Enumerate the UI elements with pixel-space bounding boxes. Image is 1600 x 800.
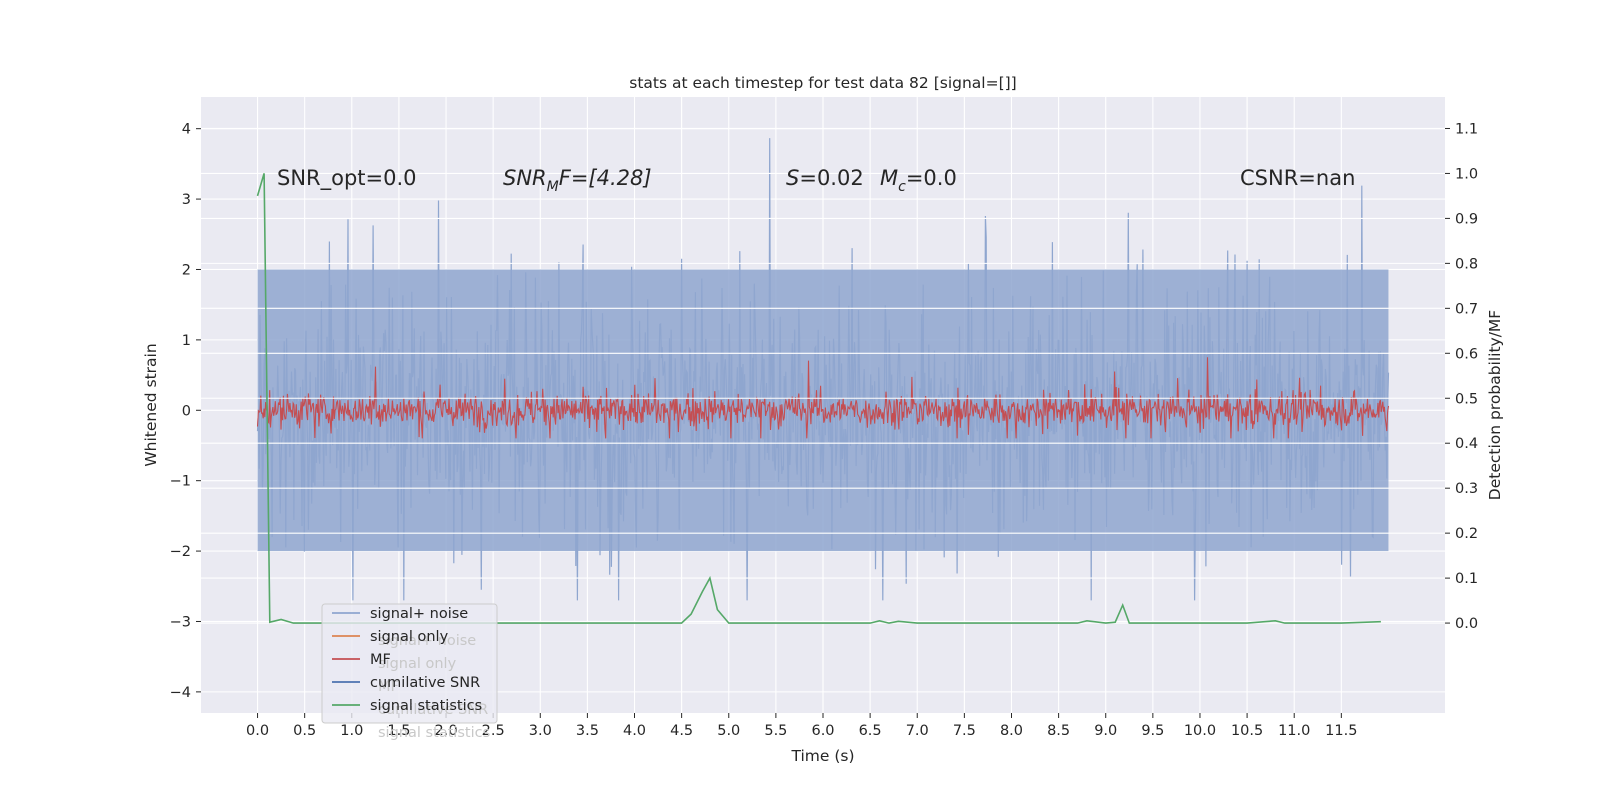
x-tick-label: 6.0 [811,723,834,739]
y-tick-label-right: 0.6 [1455,346,1478,362]
series-layer [256,138,1390,601]
x-tick-label: 4.0 [623,723,646,739]
annotation-csnr: CSNR=nan [1240,166,1355,190]
legend-label: MF [370,652,391,668]
snr-mf-rest: F=[4.28] [559,166,652,190]
y-tick-label-left: −3 [170,614,191,630]
x-axis-label: Time (s) [790,747,854,765]
legend-label: cumilative SNR [370,675,480,691]
y-tick-label-right: 0.2 [1455,526,1478,542]
x-tick-label: 0.0 [246,723,269,739]
x-tick-label: 1.0 [340,723,363,739]
x-tick-label: 2.0 [434,723,457,739]
x-tick-label: 8.5 [1047,723,1070,739]
y-tick-label-left: −4 [170,685,191,701]
legend-label: signal only [370,629,449,645]
x-tick-label: 5.0 [717,723,740,739]
x-tick-label: 3.0 [529,723,552,739]
chart-title: stats at each timestep for test data 82 … [629,74,1016,92]
legend-ghost-label: MF [378,679,399,695]
y-tick-label-left: 2 [182,262,191,278]
x-tick-label: 0.5 [293,723,316,739]
y-tick-label-right: 1.0 [1455,166,1478,182]
mc-rest: =0.0 [906,166,957,190]
y-axis-label-left: Whitened strain [142,343,160,466]
x-tick-label: 7.0 [906,723,929,739]
x-tick-label: 3.5 [576,723,599,739]
x-tick-label: 9.0 [1094,723,1117,739]
x-tick-label: 5.5 [764,723,787,739]
annotation-snr-mf: SNRMF=[4.28] [503,166,652,195]
y-tick-label-right: 0.1 [1455,571,1478,587]
x-tick-label: 6.5 [859,723,882,739]
y-tick-label-right: 0.3 [1455,481,1478,497]
legend-label: signal+ noise [370,606,468,622]
s-rest: =0.02 [799,166,863,190]
y-tick-label-left: 1 [182,333,191,349]
legend-box [321,603,498,724]
y-tick-label-right: 0.5 [1455,391,1478,407]
s-label: S [786,166,799,190]
y-tick-label-left: 3 [182,192,191,208]
y-tick-label-right: 0.4 [1455,436,1478,452]
y-tick-label-left: 4 [182,122,191,138]
x-tick-label: 11.5 [1325,723,1357,739]
x-tick-label: 11.0 [1278,723,1310,739]
y-tick-label-right: 0.9 [1455,211,1478,227]
y-tick-label-right: 0.7 [1455,301,1478,317]
y-tick-label-left: −1 [170,474,191,490]
snr-mf-sub: M [547,179,559,195]
x-tick-label: 4.5 [670,723,693,739]
series-line-mf [256,357,1390,439]
x-tick-label: 8.0 [1000,723,1023,739]
annotation-snr-opt: SNR_opt=0.0 [277,166,417,191]
y-tick-label-right: 0.0 [1455,616,1478,632]
legend-ghost: signal+ noise signal only MF cumilative SNR… [378,633,490,741]
x-tick-label: 2.5 [482,723,505,739]
mc-sub: c [898,179,906,195]
x-tick-label: 10.0 [1184,723,1216,739]
annotation-mc: Mc=0.0 [880,166,957,195]
legend-label: signal statistics [370,698,482,714]
x-tick-label: 7.5 [953,723,976,739]
legend-ghost-label: signal+ noise [378,633,476,649]
annotation-s: S=0.02 [786,166,864,190]
legend-ghost-label: cumilative SNR [378,702,488,718]
x-tick-label: 1.5 [387,723,410,739]
x-tick-label: 10.5 [1231,723,1263,739]
y-tick-label-left: −2 [170,544,191,560]
x-tick-label: 9.5 [1141,723,1164,739]
y-axis-label-right: Detection probability/MF [1486,310,1504,501]
legend-ghost-label: signal statistics [378,725,490,741]
y-tick-label-right: 1.1 [1455,121,1478,137]
y-tick-label-right: 0.8 [1455,256,1478,272]
ticks: 0.0 0.5 1.0 1.5 2.0 2.5 3.0 3.5 4.0 4.5 5.0 5.5 6.0 6… [170,121,1478,739]
mc-label: M [880,166,898,190]
y-tick-label-left: 0 [182,403,191,419]
snr-mf-label: SNR [503,166,547,190]
legend-ghost-label: signal only [378,656,457,672]
